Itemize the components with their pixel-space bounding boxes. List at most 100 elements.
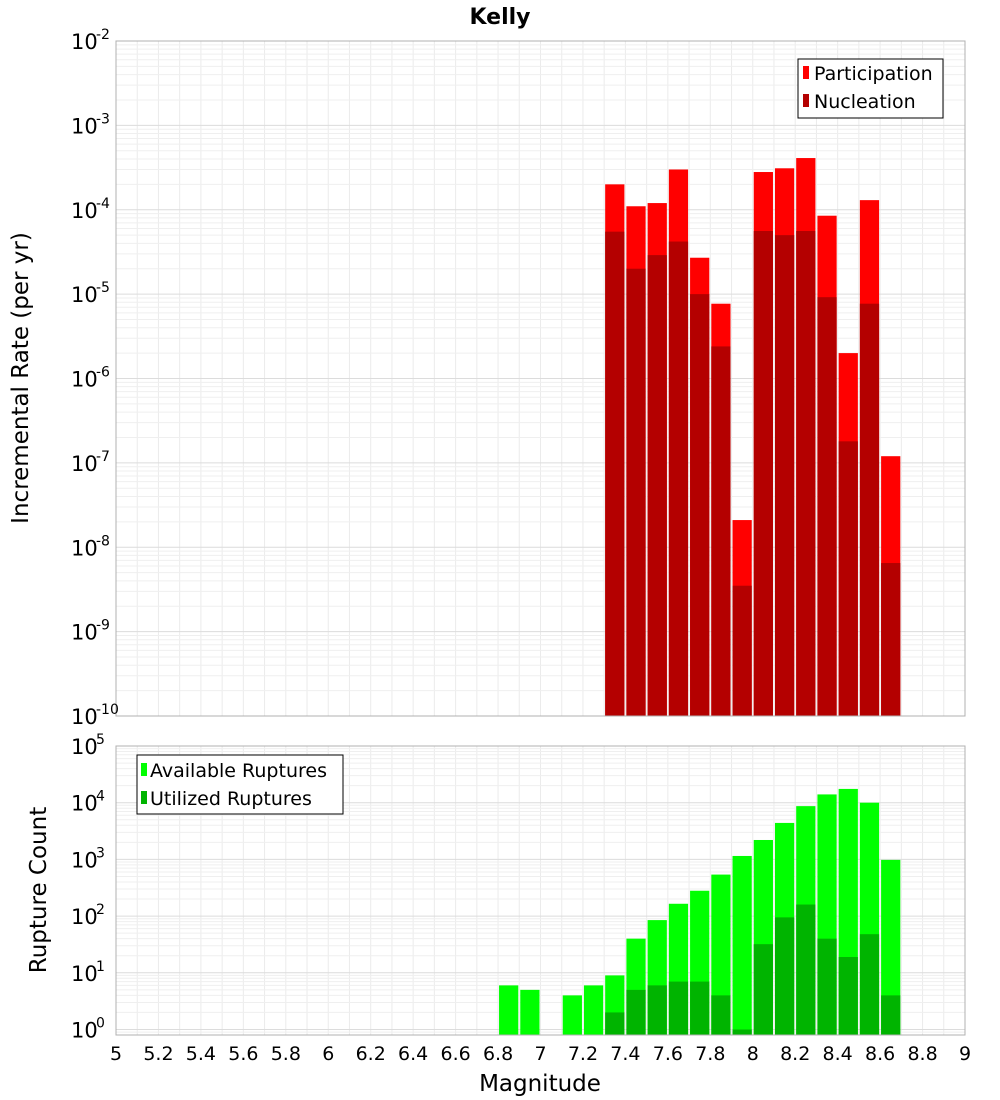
count-utilized-ruptures-bar [817,938,837,1035]
rate-nucleation-bar [711,346,731,716]
count-y-axis-label: Rupture Count [26,807,52,973]
rate-y-tick-base: 10 [71,30,98,54]
count-y-tick-base: 10 [71,1019,98,1043]
count-y-tick-exponent: 0 [96,1016,105,1032]
count-utilized-ruptures-bar [774,917,795,1035]
x-tick-label: 5.2 [143,1043,173,1065]
participation-legend-label: Participation [814,63,933,85]
count-y-tick-exponent: 4 [96,789,105,805]
rate-y-tick-base: 10 [71,536,98,560]
rate-nucleation-bar [859,303,880,716]
count-available-ruptures-bar [732,855,752,1035]
count-y-tick-base: 10 [71,848,98,872]
rate-y-tick-exponent: -8 [96,533,110,549]
count-available-ruptures-bar [499,985,519,1035]
rate-y-tick-base: 10 [71,452,98,476]
count-y-tick-exponent: 1 [96,959,105,975]
count-utilized-ruptures-bar [732,1029,752,1035]
rate-nucleation-bar [796,230,816,716]
count-utilized-ruptures-bar [881,995,901,1035]
available-legend-swatch [141,763,147,776]
count-y-tick-base: 10 [71,905,98,929]
x-tick-label: 8 [747,1043,759,1065]
count-y-tick-exponent: 2 [96,902,105,918]
rate-bars [605,158,901,717]
rate-y-tick-exponent: -4 [96,196,110,212]
rate-nucleation-bar [605,231,625,716]
rate-y-tick-exponent: -10 [96,702,119,718]
rate-y-tick-base: 10 [71,114,98,138]
x-tick-label: 6.6 [440,1043,470,1065]
count-y-tick-base: 10 [71,735,98,759]
x-tick-label: 9 [959,1043,971,1065]
available-legend-label: Available Ruptures [150,760,327,782]
x-tick-label: 7.2 [568,1043,598,1065]
x-tick-label: 8.6 [865,1043,895,1065]
rate-y-tick-exponent: -9 [96,618,110,634]
participation-legend-swatch [803,66,809,79]
rate-y-tick-base: 10 [71,621,98,645]
rate-gridlines [115,41,966,717]
rate-y-tick-exponent: -6 [96,365,110,381]
count-gridlines [115,746,966,1036]
x-tick-label: 6.4 [398,1043,428,1065]
count-utilized-ruptures-bar [711,995,731,1035]
x-tick-label: 7.4 [610,1043,640,1065]
rate-y-tick-base: 10 [71,199,98,223]
count-utilized-ruptures-bar [753,944,773,1035]
count-available-ruptures-bar [711,874,731,1035]
count-utilized-ruptures-bar [668,981,689,1035]
count-available-ruptures-bar [520,989,540,1035]
chart-title: Kelly [469,5,530,30]
rate-y-tick-exponent: -5 [96,280,110,296]
rate-nucleation-bar [690,294,710,716]
count-y-tick-base: 10 [71,962,98,986]
rate-nucleation-bar [668,241,689,717]
x-tick-label: 5.8 [271,1043,301,1065]
x-tick-label: 6 [322,1043,334,1065]
x-tick-label: 5.6 [228,1043,258,1065]
rate-y-axis-label: Incremental Rate (per yr) [8,232,34,524]
count-legend: Available Ruptures Utilized Ruptures [136,754,344,815]
count-bars [499,788,901,1035]
count-utilized-ruptures-bar [796,904,816,1035]
count-y-tick-base: 10 [71,792,98,816]
nucleation-legend-label: Nucleation [814,91,916,113]
rate-panel: 10-210-310-410-510-610-710-810-910-10 In… [8,27,966,729]
count-y-tick-exponent: 5 [96,732,105,748]
count-available-ruptures-bar [881,859,901,1035]
utilized-legend-swatch [141,791,147,804]
rate-y-tick-exponent: -2 [96,27,110,43]
x-tick-label: 6.8 [483,1043,513,1065]
count-y-tick-exponent: 3 [96,845,105,861]
x-tick-label: 5.4 [186,1043,216,1065]
count-plot-frame [115,745,966,1036]
rate-legend-box [797,58,944,119]
rate-nucleation-bar [647,255,667,716]
x-tick-label: 7.8 [695,1043,725,1065]
rate-y-tick-exponent: -3 [96,111,110,127]
count-utilized-ruptures-bar [838,956,858,1035]
rate-plot-frame [115,40,966,717]
rate-y-ticks: 10-210-310-410-510-610-710-810-910-10 [71,27,119,729]
count-utilized-ruptures-bar [647,985,667,1035]
magnitude-x-axis-label: Magnitude [479,1071,601,1097]
nucleation-legend-swatch [803,94,809,107]
magnitude-x-ticks: 5 5.2 5.4 5.6 5.8 6 6.2 6.4 6.6 6.8 7 7.2 7.4 7.6 7.8 8… [110,1043,971,1065]
count-legend-box [136,754,344,815]
count-utilized-ruptures-bar [859,934,880,1035]
count-utilized-ruptures-bar [605,1012,625,1035]
rate-y-tick-base: 10 [71,705,98,729]
count-available-ruptures-bar [562,995,582,1035]
count-available-ruptures-bar [583,985,604,1035]
utilized-legend-label: Utilized Ruptures [150,788,312,810]
x-tick-label: 6.2 [356,1043,386,1065]
rate-y-tick-base: 10 [71,283,98,307]
count-utilized-ruptures-bar [690,981,710,1035]
rate-nucleation-bar [753,230,773,716]
rate-nucleation-bar [881,563,901,716]
rate-y-tick-exponent: -7 [96,449,110,465]
